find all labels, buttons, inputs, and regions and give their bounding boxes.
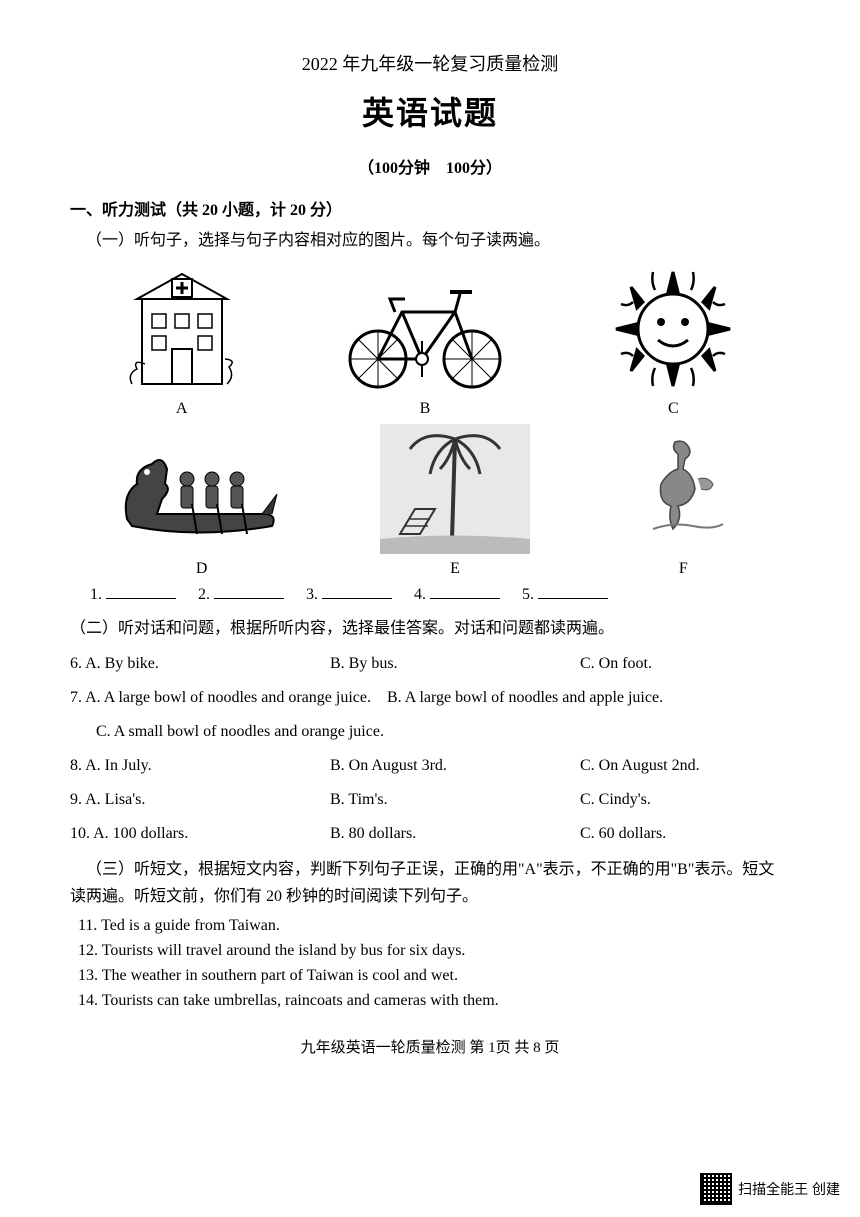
img-cell-E: E [380,424,530,578]
q10-b: B. 80 dollars. [330,822,580,846]
img-label-C: C [668,400,679,418]
q6-a: 6. A. By bike. [70,652,330,676]
q10-a: 10. A. 100 dollars. [70,822,330,846]
part1-instruction: （一）听句子，选择与句子内容相对应的图片。每个句子读两遍。 [70,226,790,250]
blank-4-num: 4. [414,586,426,603]
blank-4[interactable] [430,598,500,599]
section-1-heading: 一、听力测试（共 20 小题，计 20 分） [70,196,790,220]
blank-1-num: 1. [90,586,102,603]
q8-a: 8. A. In July. [70,754,330,778]
img-cell-A: A [117,264,247,418]
q6-c: C. On foot. [580,652,760,676]
beach-icon [380,424,530,554]
img-cell-C: C [603,264,743,418]
page-footer: 九年级英语一轮质量检测 第 1页 共 8 页 [70,1036,790,1057]
part3-instruction: （三）听短文，根据短文内容，判断下列句子正误，正确的用"A"表示，不正确的用"B… [70,856,790,910]
q7-a: 7. A. A large bowl of noodles and orange… [70,689,371,706]
q12: 12. Tourists will travel around the isla… [78,942,790,960]
img-label-E: E [450,560,460,578]
figure-icon [623,434,743,554]
q8: 8. A. In July. B. On August 3rd. C. On A… [70,754,790,778]
exam-title: 英语试题 [70,88,790,134]
img-label-A: A [176,400,188,418]
img-cell-F: F [623,434,743,578]
q9-a: 9. A. Lisa's. [70,788,330,812]
img-cell-B: B [340,264,510,418]
blank-2[interactable] [214,598,284,599]
watermark-text: 扫描全能王 创建 [738,1179,840,1199]
q13: 13. The weather in southern part of Taiw… [78,967,790,985]
q9: 9. A. Lisa's. B. Tim's. C. Cindy's. [70,788,790,812]
q10-c: C. 60 dollars. [580,822,760,846]
q7-c: C. A small bowl of noodles and orange ju… [96,720,790,744]
qr-code-icon [700,1173,732,1205]
q7-b: B. A large bowl of noodles and apple jui… [387,689,663,706]
img-label-B: B [420,400,431,418]
q6-b: B. By bus. [330,652,580,676]
exam-header-line: 2022 年九年级一轮复习质量检测 [70,50,790,76]
answer-blanks: 1. 2. 3. 4. 5. [90,586,790,604]
part2-instruction: （二）听对话和问题，根据所听内容，选择最佳答案。对话和问题都读两遍。 [70,614,790,638]
blank-3[interactable] [322,598,392,599]
q11: 11. Ted is a guide from Taiwan. [78,917,790,935]
blank-3-num: 3. [306,586,318,603]
sun-icon [603,264,743,394]
scanner-watermark: 扫描全能王 创建 [700,1173,840,1205]
img-cell-D: D [117,434,287,578]
bicycle-icon [340,264,510,394]
q8-c: C. On August 2nd. [580,754,760,778]
q8-b: B. On August 3rd. [330,754,580,778]
img-label-F: F [679,560,688,578]
q6: 6. A. By bike. B. By bus. C. On foot. [70,652,790,676]
image-row-2: D E F [70,424,790,578]
q14: 14. Tourists can take umbrellas, raincoa… [78,992,790,1010]
blank-1[interactable] [106,598,176,599]
dragon-boat-icon [117,434,287,554]
blank-5[interactable] [538,598,608,599]
image-row-1: A B [70,264,790,418]
hospital-icon [117,264,247,394]
exam-subtitle: （100分钟 100分） [70,154,790,178]
blank-5-num: 5. [522,586,534,603]
q7: 7. A. A large bowl of noodles and orange… [70,686,790,744]
q9-b: B. Tim's. [330,788,580,812]
q9-c: C. Cindy's. [580,788,760,812]
q10: 10. A. 100 dollars. B. 80 dollars. C. 60… [70,822,790,846]
blank-2-num: 2. [198,586,210,603]
img-label-D: D [196,560,208,578]
